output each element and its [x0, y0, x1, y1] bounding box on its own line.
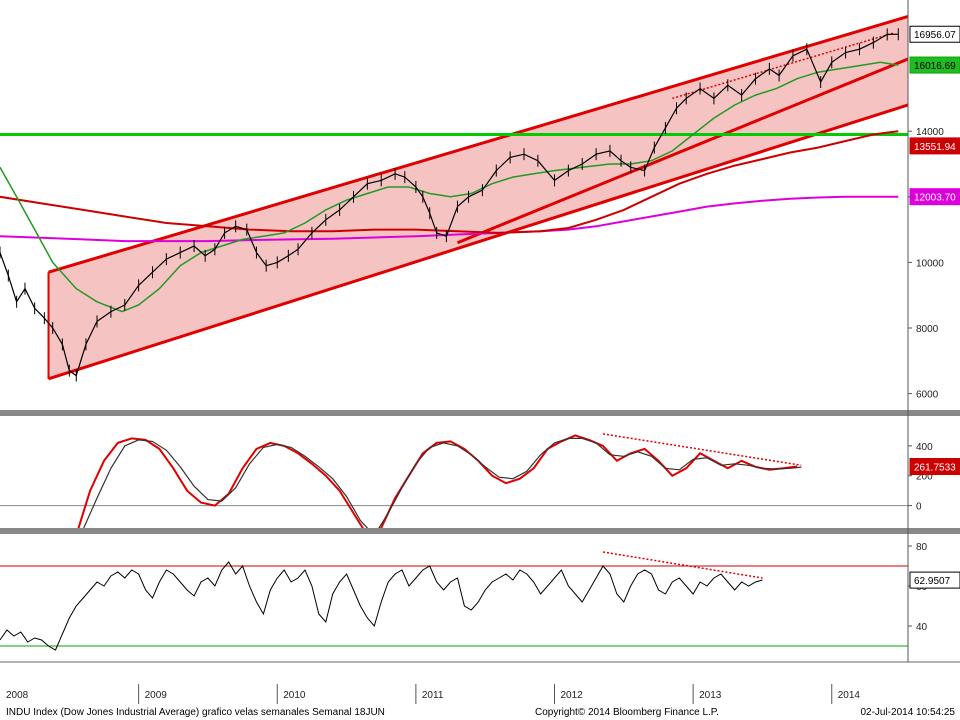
last-value-tag: 261.7533 — [909, 458, 960, 476]
momentum-panel — [0, 433, 908, 528]
last-value-tag-text: 13551.94 — [914, 142, 956, 153]
rsi-panel — [0, 551, 908, 651]
axes: 2008 2009 2010 2011 2012 2013 2014 6000 8000 1000… — [0, 0, 960, 704]
last-value-tag-box — [909, 25, 960, 43]
momentum-series-group — [77, 434, 802, 528]
price-y-tick-label: 14000 — [916, 127, 944, 138]
x-tick-label: 2010 — [283, 690, 306, 701]
last-value-tags: 16956.07 16016.69 13551.94 12003.70 261.7533… — [909, 25, 960, 589]
channel-support-line — [456, 57, 908, 245]
channel-fill — [48, 16, 908, 379]
x-tick-label: 2009 — [145, 690, 168, 701]
ma-green-line — [0, 61, 899, 313]
price-y-tick-label: 10000 — [916, 258, 944, 269]
momentum-slow-line — [83, 437, 802, 528]
last-value-tag-text: 12003.70 — [914, 193, 956, 204]
price-y-tick-label: 8000 — [916, 324, 939, 335]
x-tick-label: 2013 — [699, 690, 722, 701]
footer-description: INDU Index (Dow Jones Industrial Average… — [6, 707, 385, 718]
last-value-tag-text: 261.7533 — [914, 463, 956, 474]
last-value-tag-text: 62.9507 — [914, 576, 951, 587]
last-value-tag-text: 16016.69 — [914, 61, 956, 72]
last-value-tag-box — [909, 188, 960, 206]
momentum-y-tick-label: 0 — [916, 502, 922, 513]
last-value-tag: 62.9507 — [909, 571, 960, 589]
momentum-fast-line — [77, 434, 798, 528]
x-tick-label: 2011 — [422, 690, 444, 701]
momentum-y-tick-label: 200 — [916, 472, 933, 483]
rsi-line — [0, 561, 763, 651]
x-tick-label: 2014 — [838, 690, 861, 701]
rsi-series-group — [0, 561, 763, 651]
price-y-tick-label: 6000 — [916, 390, 939, 401]
last-value-tag-box — [909, 458, 960, 476]
last-value-tag-box — [909, 571, 960, 589]
last-value-tag: 13551.94 — [909, 137, 960, 155]
momentum-y-tick-label: 400 — [916, 442, 933, 453]
x-tick-label: 2008 — [6, 690, 29, 701]
channel-upper-line — [48, 14, 908, 274]
price-panel — [0, 14, 908, 382]
rsi-y-tick-label: 40 — [916, 622, 928, 633]
last-value-tag-box — [909, 137, 960, 155]
rsi-trend-dotted — [602, 551, 763, 579]
panel-separator — [0, 528, 960, 534]
footer-copyright: Copyright© 2014 Bloomberg Finance L.P. — [535, 707, 719, 718]
last-value-tag: 16016.69 — [909, 56, 960, 74]
last-value-tag: 16956.07 — [909, 25, 960, 43]
last-value-tag-box — [909, 56, 960, 74]
last-value-tag-text: 16956.07 — [914, 30, 956, 41]
channel-lower-line — [48, 103, 908, 381]
last-value-tag: 12003.70 — [909, 188, 960, 206]
resistance-dotted-line — [672, 32, 895, 100]
x-tick-label: 2012 — [561, 690, 584, 701]
panel-separator — [0, 410, 960, 416]
footer-timestamp: 02-Jul-2014 10:54:25 — [860, 707, 955, 718]
rsi-y-tick-label: 80 — [916, 542, 928, 553]
momentum-trend-dotted — [602, 433, 802, 467]
ma-red-line — [0, 130, 899, 234]
